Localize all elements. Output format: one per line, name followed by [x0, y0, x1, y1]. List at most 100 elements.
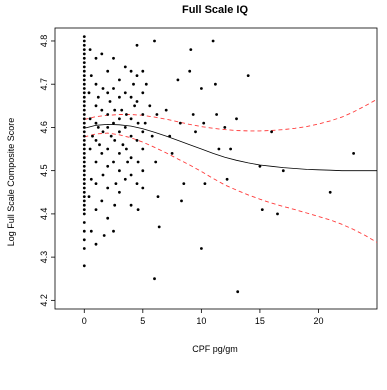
data-point: [91, 134, 94, 138]
data-point: [82, 247, 86, 250]
data-point: [100, 52, 104, 56]
data-point: [132, 82, 135, 86]
data-point: [89, 74, 93, 77]
data-point: [82, 91, 86, 95]
data-point: [106, 126, 110, 129]
data-point: [100, 152, 104, 155]
data-point: [82, 82, 86, 86]
data-point: [121, 143, 125, 147]
chart-title: Full Scale IQ: [182, 4, 248, 16]
axis-ticks: 0 5 10 15 20 4.2 4.3 4.4 4.5 4.6 4.7 4.8: [39, 35, 323, 326]
data-point: [157, 225, 161, 229]
data-point: [94, 242, 98, 246]
data-point: [89, 177, 93, 181]
y-tick-label: 4.5: [39, 164, 49, 177]
data-point: [135, 139, 139, 142]
data-point: [136, 121, 140, 125]
data-point: [112, 121, 115, 125]
data-point: [101, 87, 105, 90]
data-point: [82, 56, 86, 60]
data-point: [82, 52, 86, 56]
data-point: [82, 212, 86, 216]
data-point: [136, 208, 140, 212]
data-point: [214, 82, 217, 86]
data-point: [136, 160, 140, 164]
data-point: [120, 108, 124, 112]
y-tick-label: 4.4: [39, 208, 49, 221]
data-point: [82, 48, 86, 51]
data-point: [82, 108, 86, 112]
data-point: [94, 182, 98, 186]
fit-curve: [84, 123, 377, 172]
y-tick-label: 4.7: [39, 78, 49, 91]
x-tick-label: 0: [82, 316, 87, 326]
data-point: [106, 69, 110, 73]
data-point: [150, 134, 154, 138]
data-point: [156, 195, 160, 199]
data-point: [82, 195, 86, 199]
data-point: [112, 56, 115, 60]
data-point: [82, 238, 86, 242]
data-point: [82, 134, 86, 138]
data-point: [141, 91, 145, 95]
data-point: [129, 117, 133, 121]
data-point: [82, 182, 86, 186]
data-point: [141, 186, 145, 190]
data-point: [141, 69, 145, 73]
data-point: [118, 117, 121, 121]
data-point: [88, 48, 92, 51]
data-point: [82, 61, 86, 64]
data-point: [82, 152, 86, 155]
data-point: [168, 134, 172, 138]
data-point: [135, 100, 139, 103]
data-point: [118, 152, 121, 155]
fit-line: [84, 123, 377, 172]
data-point: [123, 126, 127, 129]
data-point: [109, 134, 113, 138]
data-point: [82, 139, 86, 142]
data-point: [182, 182, 186, 186]
data-point: [154, 160, 158, 164]
data-point: [203, 182, 207, 186]
data-point: [94, 82, 98, 86]
data-point: [112, 160, 115, 164]
data-point: [258, 164, 262, 168]
y-axis-label: Log Full Scale Composite Score: [6, 118, 16, 247]
data-point: [260, 208, 264, 212]
data-point: [82, 95, 86, 99]
data-point: [82, 156, 86, 160]
data-point: [129, 203, 133, 207]
data-point: [118, 78, 121, 82]
data-point: [82, 113, 86, 116]
data-point: [113, 203, 117, 207]
data-point: [87, 195, 91, 199]
data-point: [123, 65, 127, 69]
data-point: [170, 152, 174, 155]
data-point: [98, 143, 101, 147]
x-tick-label: 15: [255, 316, 265, 326]
data-point: [270, 130, 273, 134]
data-point: [82, 130, 86, 134]
data-point: [82, 186, 86, 190]
x-tick-label: 5: [140, 316, 145, 326]
data-point: [82, 160, 86, 164]
data-point: [281, 169, 285, 173]
data-point: [164, 108, 168, 112]
data-point: [82, 87, 86, 90]
data-point: [235, 117, 238, 121]
data-point: [141, 169, 145, 173]
y-tick-label: 4.6: [39, 121, 49, 134]
data-point: [89, 229, 93, 233]
data-point: [94, 121, 98, 125]
data-point: [106, 164, 110, 168]
data-point: [106, 216, 110, 220]
x-tick-label: 10: [196, 316, 206, 326]
data-point: [82, 78, 86, 82]
data-point: [82, 173, 86, 177]
data-point: [189, 48, 193, 51]
data-point: [135, 43, 139, 47]
data-point: [148, 104, 152, 108]
data-point: [94, 160, 98, 164]
